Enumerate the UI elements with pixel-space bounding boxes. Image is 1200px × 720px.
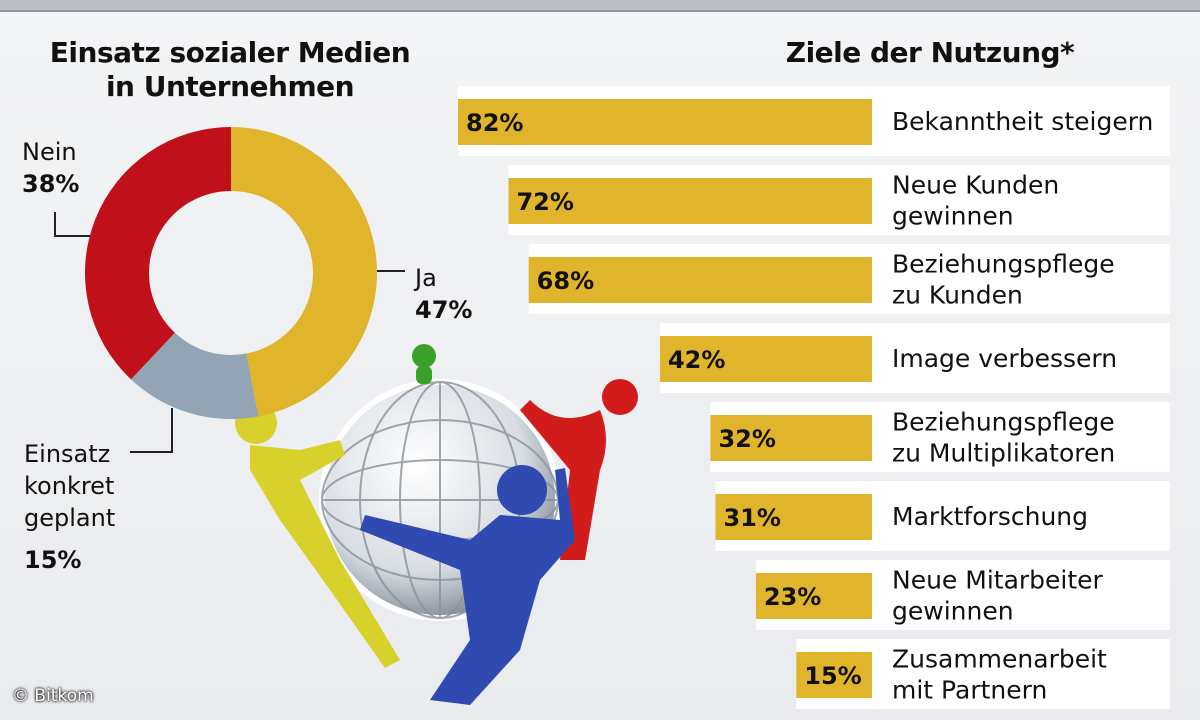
bar-category-label: gewinnen (892, 597, 1014, 626)
bar-category-label: Image verbessern (892, 344, 1117, 373)
bar-category-label: mit Partnern (892, 676, 1047, 705)
bar-value-label: 82% (466, 109, 523, 137)
donut-label-geplant: Einsatz konkret geplant 15% (24, 438, 115, 576)
bar-value-label: 31% (723, 504, 780, 532)
bar (528, 257, 872, 303)
bar (458, 99, 872, 145)
copyright-text: © Bitkom (12, 686, 94, 706)
bar-category-label: zu Kunden (892, 281, 1023, 310)
donut-label-nein: Nein 38% (22, 136, 79, 200)
bar (715, 494, 872, 540)
donut-slice-geplant (131, 332, 259, 419)
donut-title-line-2: in Unternehmen (105, 70, 355, 103)
donut-label-ja: Ja 47% (415, 262, 472, 326)
top-border (0, 0, 1200, 12)
leader-line-nein (54, 212, 90, 237)
bar (508, 178, 872, 224)
donut-slice-ja (231, 127, 377, 417)
donut-label-nein-name: Nein (22, 138, 77, 166)
bar-category-label: Neue Kunden (892, 171, 1059, 200)
donut-label-nein-value: 38% (22, 170, 80, 198)
bar-category-label: Zusammenarbeit (892, 645, 1107, 674)
donut-label-geplant-line-3: geplant (24, 504, 116, 532)
donut-chart-title: Einsatz sozialer Medien in Unternehmen (40, 36, 420, 104)
bar-value-label: 42% (668, 346, 725, 374)
bar (659, 336, 872, 382)
bar (710, 415, 872, 461)
bar-value-label: 72% (516, 188, 573, 216)
donut-label-geplant-line-2: konkret (24, 472, 115, 500)
donut-title-line-1: Einsatz sozialer Medien (49, 36, 411, 69)
bar-chart-title: Ziele der Nutzung* (785, 36, 1075, 69)
bar-value-label: 68% (537, 267, 594, 295)
bar-category-label: Marktforschung (892, 502, 1088, 531)
donut-slice-nein (85, 127, 231, 380)
bar-value-label: 23% (764, 583, 821, 611)
bar-category-label: zu Multiplikatoren (892, 439, 1115, 468)
donut-label-geplant-line-1: Einsatz (24, 440, 111, 468)
donut-label-geplant-value: 15% (24, 546, 82, 574)
donut-label-ja-name: Ja (415, 264, 437, 292)
donut-chart (54, 127, 405, 453)
leader-line-geplant (130, 408, 173, 453)
globe-people-illustration (235, 344, 638, 705)
bar-category-label: Beziehungspflege (892, 250, 1115, 279)
bar-value-label: 15% (804, 662, 861, 690)
donut-label-ja-value: 47% (415, 296, 473, 324)
bar-category-label: Bekanntheit steigern (892, 107, 1153, 136)
bar (796, 652, 872, 698)
bar-category-label: gewinnen (892, 202, 1014, 231)
bar (755, 573, 872, 619)
bar-category-label: Neue Mitarbeiter (892, 566, 1104, 595)
bar-value-label: 32% (718, 425, 775, 453)
bar-category-label: Beziehungspflege (892, 408, 1115, 437)
